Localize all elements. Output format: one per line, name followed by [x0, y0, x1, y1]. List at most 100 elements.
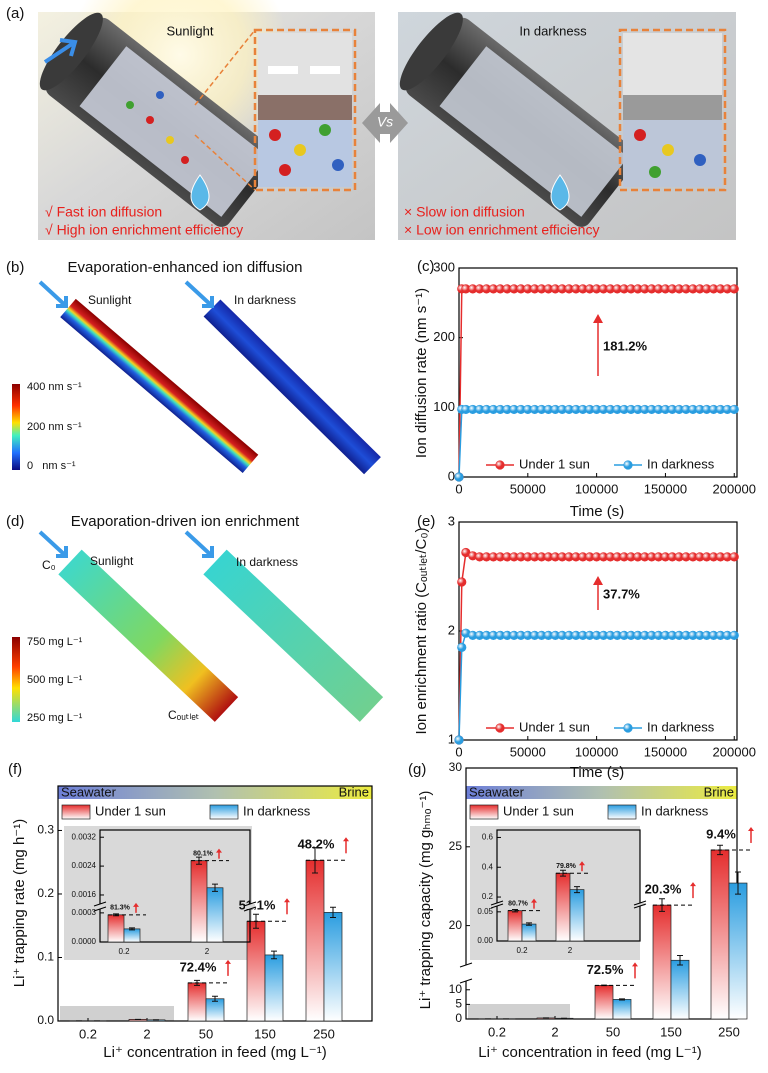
panel-label: (c): [417, 258, 435, 275]
condition-label: In darkness: [519, 23, 587, 38]
versus-label: Vs: [377, 114, 393, 130]
bar: [187, 982, 207, 1022]
error-bar: [619, 998, 625, 1001]
tube: [399, 12, 639, 227]
bar: [190, 860, 208, 943]
droplet: [550, 174, 570, 211]
increase-label: 9.4%: [706, 826, 736, 841]
error-bar: [735, 871, 741, 895]
axis-break: [93, 906, 107, 912]
bar: [569, 889, 585, 942]
annotation-arrowhead: [593, 576, 603, 585]
condition-label: In darkness: [234, 293, 296, 307]
bar: [205, 998, 225, 1022]
bar: [670, 959, 690, 1020]
zoom-line: [194, 29, 256, 106]
increase-label: 72.5%: [587, 962, 624, 977]
x-tick-label: 150000: [644, 481, 687, 496]
plot-frame: [458, 267, 738, 478]
legend-swatch: [469, 804, 499, 820]
zoom-box: [253, 28, 357, 192]
x-tick-label: 50: [606, 1024, 620, 1039]
x-tick-label: 250: [718, 1024, 740, 1039]
y-axis-label: Ion enrichment ratio (Cₒᵤₜₗₑₜ/C₀): [413, 527, 430, 734]
colorbar-label: 400 nm s⁻¹: [27, 381, 82, 393]
y-tick-label: 0.2: [37, 886, 54, 900]
simulation-rod: [60, 298, 259, 473]
band-label: Brine: [339, 784, 369, 799]
x-tick-label: 2: [143, 1026, 150, 1041]
bar: [555, 872, 571, 942]
bar: [728, 882, 748, 1020]
legend-label: Under 1 sun: [519, 719, 590, 734]
drawback: × Slow ion diffusion: [404, 204, 525, 220]
increase-label: 80.7%: [508, 901, 529, 908]
legend-label: In darkness: [243, 803, 311, 818]
y-tick-label: 3: [448, 513, 455, 528]
increase-arrowhead: [225, 959, 231, 964]
ion: [319, 124, 331, 136]
inflow-arrow: [184, 530, 214, 558]
x-tick-label: 50: [199, 1026, 213, 1041]
legend-marker: [495, 460, 505, 470]
error-bar: [574, 886, 580, 894]
simulation-rod: [203, 299, 381, 475]
plot-frame: [99, 829, 251, 943]
error-bar: [129, 927, 135, 931]
x-tick-label: 250: [313, 1026, 335, 1041]
x-tick-label: 0.2: [516, 946, 528, 955]
zoom-air: [258, 33, 352, 95]
data-point: [454, 472, 464, 482]
x-axis-label: Li⁺ concentration in feed (mg L⁻¹): [103, 1044, 326, 1061]
increase-label: 81.3%: [110, 905, 131, 912]
legend-label: In darkness: [647, 456, 715, 471]
ion: [634, 129, 646, 141]
ion: [279, 164, 291, 176]
axis-break: [93, 901, 107, 907]
advantage: √ High ion enrichment efficiency: [45, 222, 243, 238]
x-tick-label: 100000: [575, 481, 618, 496]
ion: [146, 116, 154, 124]
ion: [294, 144, 306, 156]
bar: [612, 999, 632, 1020]
ion: [269, 129, 281, 141]
y-tick-label: 0.2: [482, 892, 494, 901]
ion: [126, 101, 134, 109]
x-axis-label: Time (s): [570, 503, 624, 520]
error-bar: [212, 995, 218, 1002]
y-tick-label: 100: [433, 399, 455, 414]
x-tick-label: 0: [455, 744, 462, 759]
legend-swatch: [607, 804, 637, 820]
bar: [206, 887, 224, 943]
y-tick-label: 1: [448, 731, 455, 746]
legend-label: In darkness: [641, 803, 709, 818]
x-tick-label: 150: [660, 1024, 682, 1039]
zoom-surface: [258, 95, 352, 120]
legend-marker: [623, 460, 633, 470]
bar: [521, 923, 537, 942]
x-axis-label: Time (s): [570, 764, 624, 781]
axis-break: [459, 962, 473, 968]
data-point: [729, 552, 739, 562]
axis-break: [459, 978, 473, 984]
x-tick-label: 2: [568, 946, 573, 955]
y-tick-label: 0: [455, 1011, 462, 1025]
x-axis-label: Li⁺ concentration in feed (mg L⁻¹): [478, 1044, 701, 1061]
data-point: [457, 642, 467, 652]
y-tick-label: 30: [449, 760, 463, 774]
inflow-arrow: [38, 530, 68, 558]
legend-label: Under 1 sun: [503, 803, 574, 818]
bar: [594, 985, 614, 1020]
increase-arrowhead: [690, 882, 696, 887]
axis-break-gap: [635, 903, 645, 906]
x-tick-label: 2: [551, 1024, 558, 1039]
legend-label: In darkness: [647, 719, 715, 734]
data-point: [454, 735, 464, 745]
panel-label: (a): [6, 5, 24, 22]
zoom-air: [623, 33, 722, 95]
bar: [507, 910, 523, 942]
axis-break: [633, 900, 647, 906]
y-tick-label: 200: [433, 329, 455, 344]
ion: [156, 91, 164, 99]
